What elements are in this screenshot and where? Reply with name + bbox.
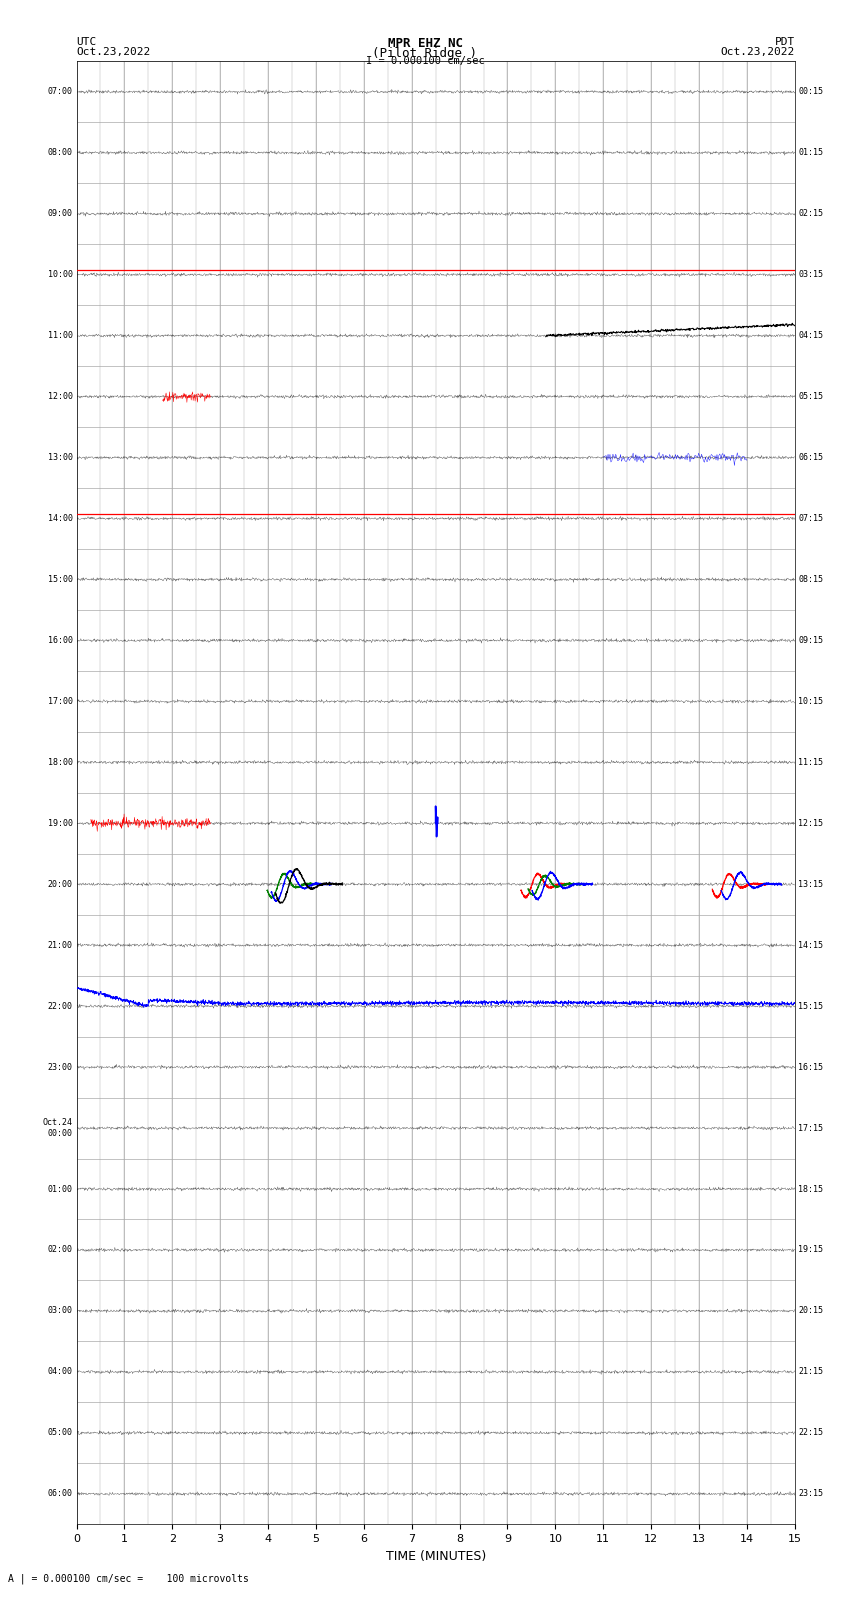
Text: 14:00: 14:00 bbox=[48, 515, 73, 523]
Text: 04:15: 04:15 bbox=[798, 331, 824, 340]
Text: Oct.24
00:00: Oct.24 00:00 bbox=[42, 1118, 73, 1137]
Text: 18:00: 18:00 bbox=[48, 758, 73, 766]
Text: 08:15: 08:15 bbox=[798, 574, 824, 584]
Text: 21:00: 21:00 bbox=[48, 940, 73, 950]
Text: Oct.23,2022: Oct.23,2022 bbox=[721, 47, 795, 56]
Text: 23:00: 23:00 bbox=[48, 1063, 73, 1071]
Text: 02:15: 02:15 bbox=[798, 210, 824, 218]
Text: 11:15: 11:15 bbox=[798, 758, 824, 766]
Text: 22:00: 22:00 bbox=[48, 1002, 73, 1011]
Text: 05:15: 05:15 bbox=[798, 392, 824, 402]
Text: 16:15: 16:15 bbox=[798, 1063, 824, 1071]
Text: 20:15: 20:15 bbox=[798, 1307, 824, 1316]
Text: 11:00: 11:00 bbox=[48, 331, 73, 340]
Text: 06:00: 06:00 bbox=[48, 1489, 73, 1498]
Text: (Pilot Ridge ): (Pilot Ridge ) bbox=[372, 47, 478, 60]
Text: MPR EHZ NC: MPR EHZ NC bbox=[388, 37, 462, 50]
Text: 14:15: 14:15 bbox=[798, 940, 824, 950]
Text: A | = 0.000100 cm/sec =    100 microvolts: A | = 0.000100 cm/sec = 100 microvolts bbox=[8, 1573, 249, 1584]
Text: 03:00: 03:00 bbox=[48, 1307, 73, 1316]
Text: 15:15: 15:15 bbox=[798, 1002, 824, 1011]
Text: 19:00: 19:00 bbox=[48, 819, 73, 827]
Text: 19:15: 19:15 bbox=[798, 1245, 824, 1255]
Text: 08:00: 08:00 bbox=[48, 148, 73, 156]
Text: 04:00: 04:00 bbox=[48, 1368, 73, 1376]
Text: 07:00: 07:00 bbox=[48, 87, 73, 97]
Text: 10:00: 10:00 bbox=[48, 269, 73, 279]
Text: 17:00: 17:00 bbox=[48, 697, 73, 706]
Text: 13:00: 13:00 bbox=[48, 453, 73, 461]
Text: 10:15: 10:15 bbox=[798, 697, 824, 706]
Text: 17:15: 17:15 bbox=[798, 1124, 824, 1132]
X-axis label: TIME (MINUTES): TIME (MINUTES) bbox=[386, 1550, 485, 1563]
Text: 06:15: 06:15 bbox=[798, 453, 824, 461]
Text: 07:15: 07:15 bbox=[798, 515, 824, 523]
Text: 20:00: 20:00 bbox=[48, 879, 73, 889]
Text: 13:15: 13:15 bbox=[798, 879, 824, 889]
Text: 21:15: 21:15 bbox=[798, 1368, 824, 1376]
Text: 00:15: 00:15 bbox=[798, 87, 824, 97]
Text: 01:15: 01:15 bbox=[798, 148, 824, 156]
Text: Oct.23,2022: Oct.23,2022 bbox=[76, 47, 150, 56]
Text: 16:00: 16:00 bbox=[48, 636, 73, 645]
Text: 22:15: 22:15 bbox=[798, 1429, 824, 1437]
Text: 15:00: 15:00 bbox=[48, 574, 73, 584]
Text: 12:00: 12:00 bbox=[48, 392, 73, 402]
Text: UTC: UTC bbox=[76, 37, 97, 47]
Text: 09:00: 09:00 bbox=[48, 210, 73, 218]
Text: PDT: PDT bbox=[774, 37, 795, 47]
Text: I = 0.000100 cm/sec: I = 0.000100 cm/sec bbox=[366, 56, 484, 66]
Text: 01:00: 01:00 bbox=[48, 1184, 73, 1194]
Text: 09:15: 09:15 bbox=[798, 636, 824, 645]
Text: 02:00: 02:00 bbox=[48, 1245, 73, 1255]
Text: 12:15: 12:15 bbox=[798, 819, 824, 827]
Text: 03:15: 03:15 bbox=[798, 269, 824, 279]
Text: 18:15: 18:15 bbox=[798, 1184, 824, 1194]
Text: 05:00: 05:00 bbox=[48, 1429, 73, 1437]
Text: 23:15: 23:15 bbox=[798, 1489, 824, 1498]
